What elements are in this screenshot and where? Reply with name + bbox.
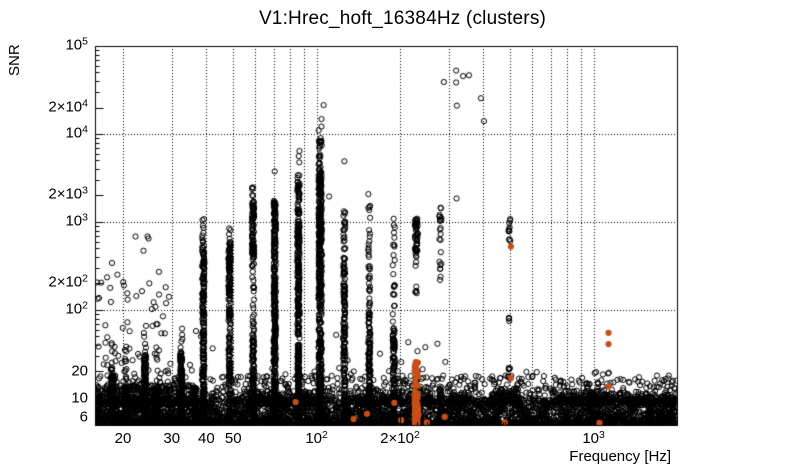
x-tick-label: 40	[198, 430, 215, 447]
y-tick-label: 10	[71, 389, 88, 407]
y-tick-label: 2×102	[48, 272, 88, 291]
x-tick-label: 30	[163, 430, 181, 447]
y-tick-label: 20	[71, 362, 88, 380]
x-tick-label: 102	[305, 429, 328, 447]
plot-title: V1:Hrec_hoft_16384Hz (clusters)	[258, 8, 547, 29]
y-tick-label: 102	[65, 299, 88, 318]
y-tick-label: 103	[65, 211, 88, 230]
y-tick-label: 2×104	[48, 97, 88, 115]
y-tick-label: 2×103	[48, 184, 88, 203]
x-tick-label: 2×102	[380, 429, 420, 447]
y-tick-label: 105	[65, 35, 88, 54]
y-tick-label: 104	[65, 123, 88, 142]
x-tick-label: 20	[114, 430, 132, 447]
x-axis-title: Frequency [Hz]	[569, 448, 671, 465]
y-tick-label: 6	[79, 408, 88, 426]
x-tick-label: 103	[582, 429, 605, 447]
x-tick-label: 50	[224, 430, 242, 447]
